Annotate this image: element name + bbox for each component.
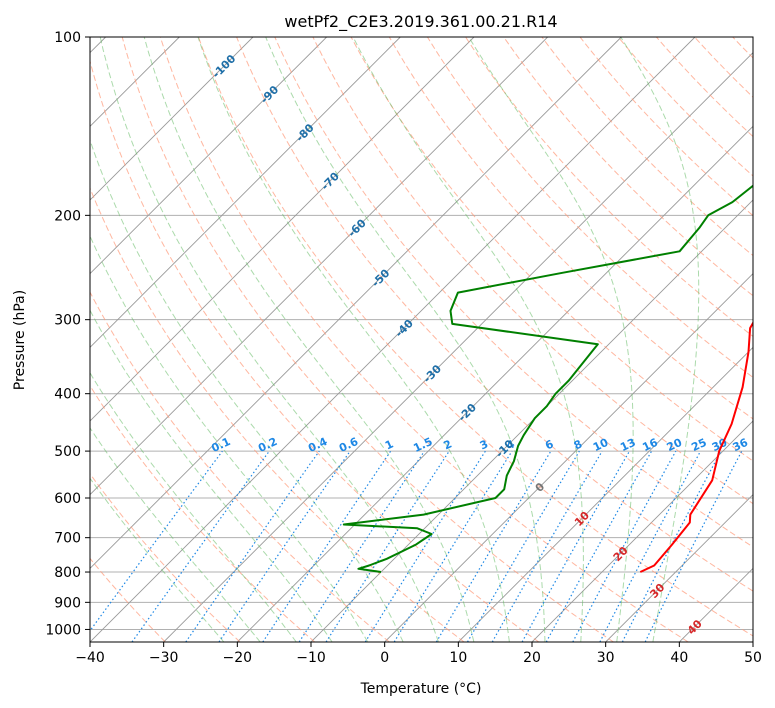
y-tick-label: 400 [54,387,81,403]
y-tick-label: 100 [54,30,81,46]
x-tick-label: −40 [75,650,105,666]
x-tick-label: 30 [597,650,615,666]
mixing-ratio-line [325,450,450,642]
isotherm-line [90,37,401,348]
dry-adiabat-line [312,37,753,505]
dry-adiabat-line [198,37,753,637]
x-tick-label: 20 [523,650,541,666]
mixing-ratio-label: 25 [689,436,708,454]
dry-adiabat-line [350,37,753,462]
pressure-gridlines [90,36,753,630]
moist-adiabat-line [90,138,404,642]
x-tick-label: 40 [670,650,688,666]
dry-adiabat-line [236,37,753,592]
mixing-ratio-line [572,450,677,642]
mixing-ratio-label: 10 [591,436,611,454]
y-axis-label: Pressure (hPa) [12,290,28,390]
x-tick-label: 50 [744,650,762,666]
mixing-ratio-line [466,450,580,642]
isotherm-line [310,199,753,642]
y-tick-label: 500 [54,444,81,460]
isotherm-line [90,37,254,201]
y-tick-label: 900 [54,595,81,611]
temperature-profile-line [639,320,753,573]
isotherm-line [90,37,622,569]
profile-series [342,184,753,573]
y-tick-label: 700 [54,531,81,547]
isotherm-line [237,125,753,642]
mixing-ratio-label: 20 [665,436,685,454]
x-axis-ticks: −40 −30 −20 −10 0 10 20 30 40 50 [75,642,762,666]
isotherm-line [90,37,327,275]
x-tick-label: −30 [149,650,179,666]
isotherm-line [90,37,696,642]
mixing-ratio-line [393,450,513,642]
mixing-ratio-line [90,450,223,632]
dry-adiabat-line [90,384,316,642]
mixing-ratio-line [131,450,270,642]
dry-adiabat-line [159,37,689,642]
isotherm-line [531,420,753,642]
mixing-ratio-label: 16 [640,436,660,454]
y-axis-ticks: 100 200 300 400 500 600 700 800 900 1000 [45,30,90,638]
mixing-ratio-label: 13 [618,436,637,454]
x-tick-label: 0 [380,650,389,666]
moist-adiabat-line [197,37,510,642]
mixing-ratio-line [185,450,320,642]
mixing-ratio-line [491,450,603,642]
dewpoint-profile-line [342,184,753,573]
dry-adiabat-line [90,472,241,642]
x-tick-label: −10 [296,650,326,666]
mixing-ratio-label: 36 [731,436,751,454]
mixing-ratio-line [364,450,486,642]
isotherm-line [384,273,753,642]
y-tick-label: 300 [54,313,81,329]
y-tick-label: 1000 [45,622,81,638]
isotherm-line [90,37,548,496]
moist-adiabat-line [90,427,261,642]
moist-adiabat-line [143,37,475,642]
moist-adiabat-line [352,37,584,642]
mixing-ratio-line [521,450,631,642]
moist-adiabat-line [90,477,225,642]
chart-title: wetPf2_C2E3.2019.361.00.21.R14 [284,12,557,32]
moist-adiabat-line [90,234,369,642]
x-tick-label: 10 [449,650,467,666]
moist-adiabat-line [99,37,439,642]
x-tick-label: −20 [223,650,253,666]
isotherm-line [90,37,475,422]
dry-adiabat-line [90,59,540,642]
mixing-ratio-line [435,450,552,642]
y-tick-label: 200 [54,208,81,224]
dry-adiabat-line [90,291,390,642]
dry-adiabat-line [541,37,753,257]
moist-adiabat-line [620,37,700,642]
y-tick-label: 600 [54,491,81,507]
isotherm-line [163,52,753,642]
dry-adiabat-line [579,37,753,217]
y-tick-label: 800 [54,565,81,581]
moist-adiabat-line [265,37,546,642]
x-axis-label: Temperature (°C) [360,681,482,697]
isotherm-line [458,346,753,642]
plot-frame [89,36,754,643]
isotherm-line [605,494,753,642]
moist-adiabat-line [90,371,297,642]
background-lines [90,37,753,642]
dry-adiabat-line [121,37,614,642]
mixing-ratio-line [545,450,653,642]
mixing-ratio-line [218,450,351,642]
